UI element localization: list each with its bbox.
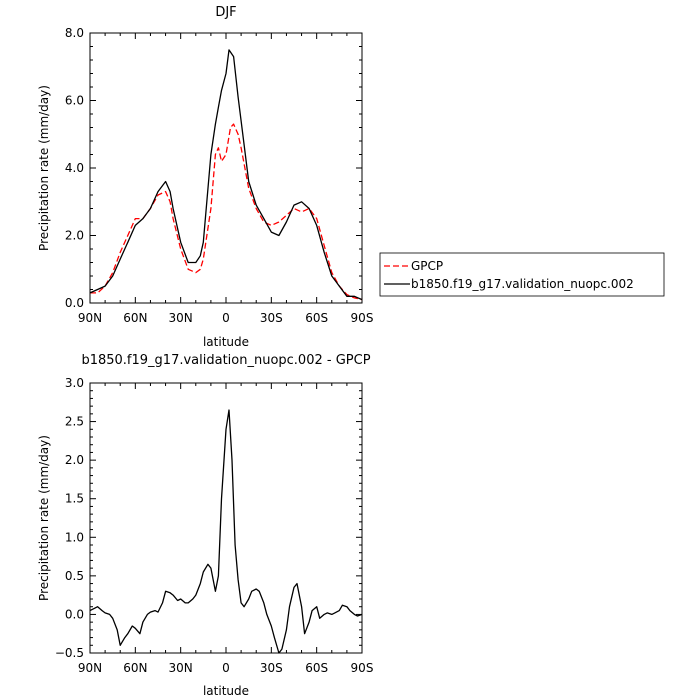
y-tick-label: 0.5 (65, 569, 84, 583)
x-tick-label: 60N (123, 311, 147, 325)
x-tick-label: 0 (222, 661, 230, 675)
panel-1-title: DJF (215, 5, 236, 20)
x-tick-label: 0 (222, 311, 230, 325)
x-axis-label: latitude (203, 335, 249, 349)
legend-box (379, 252, 665, 297)
y-tick-label: 0.0 (65, 296, 84, 310)
x-tick-label: 60N (123, 661, 147, 675)
y-tick-label: 1.5 (65, 492, 84, 506)
y-tick-label: 2.0 (65, 453, 84, 467)
y-tick-label: 8.0 (65, 26, 84, 40)
x-tick-label: 90N (78, 311, 102, 325)
x-tick-label: 90N (78, 661, 102, 675)
x-tick-label: 30N (169, 661, 193, 675)
y-axis-label: Precipitation rate (mm/day) (37, 85, 51, 251)
x-tick-label: 90S (351, 311, 374, 325)
panel-2-frame (89, 382, 363, 654)
x-tick-label: 30N (169, 311, 193, 325)
y-axis-label: Precipitation rate (mm/day) (37, 435, 51, 601)
panel-2-title: b1850.f19_g17.validation_nuopc.002 - GPC… (81, 353, 370, 368)
x-tick-label: 30S (260, 661, 283, 675)
y-tick-label: 3.0 (65, 376, 84, 390)
y-tick-label: 0.0 (65, 607, 84, 621)
series-line-panel-2-difference (89, 409, 363, 654)
x-tick-label: 90S (351, 661, 374, 675)
y-tick-label: 6.0 (65, 94, 84, 108)
y-tick-label: 2.0 (65, 229, 84, 243)
series-line-b1850-f19-g17-validation-nuopc-002 (89, 49, 363, 301)
x-tick-label: 60S (305, 661, 328, 675)
y-tick-label: 4.0 (65, 161, 84, 175)
y-tick-label: 1.0 (65, 530, 84, 544)
legend-label: GPCP (411, 259, 443, 273)
y-tick-label: −0.5 (55, 646, 84, 660)
x-axis-label: latitude (203, 684, 249, 698)
legend-label: b1850.f19_g17.validation_nuopc.002 (411, 277, 634, 291)
x-tick-label: 60S (305, 311, 328, 325)
y-tick-label: 2.5 (65, 415, 84, 429)
series-line-gpcp (90, 123, 363, 301)
x-tick-label: 30S (260, 311, 283, 325)
